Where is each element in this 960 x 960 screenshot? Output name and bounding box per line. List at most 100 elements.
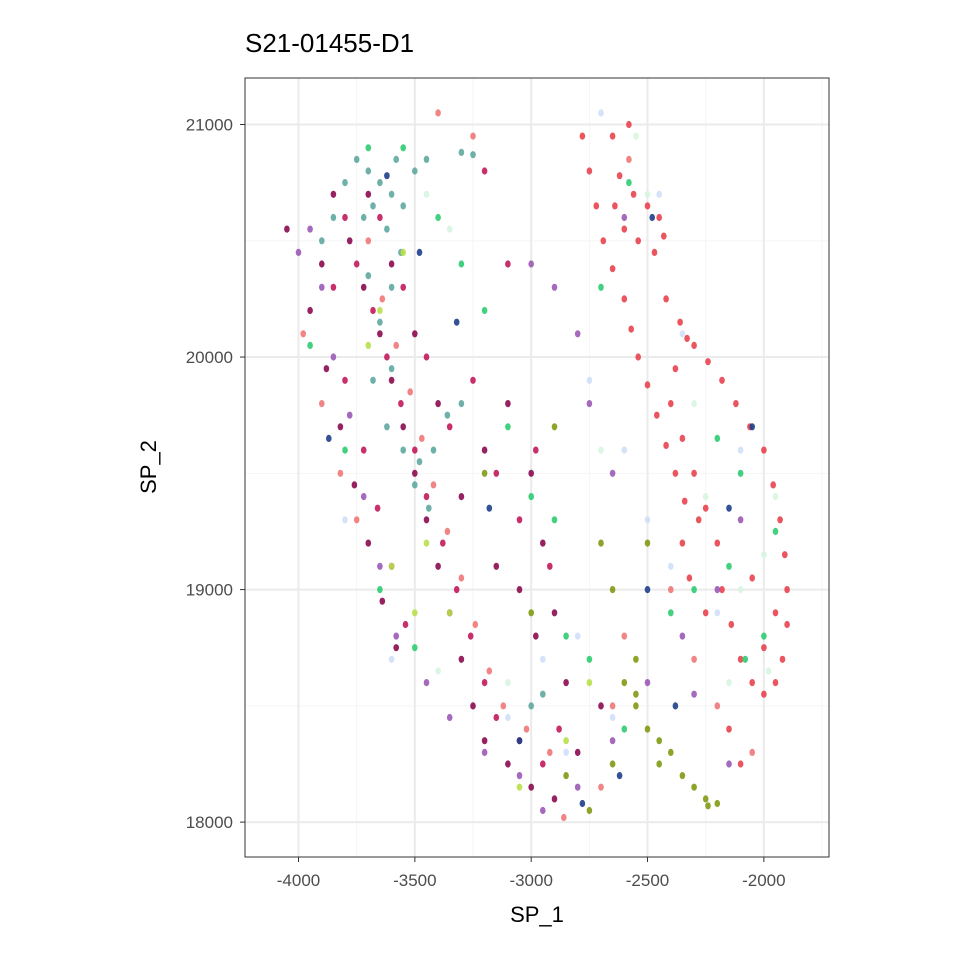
data-point — [679, 330, 686, 338]
data-point — [695, 516, 702, 524]
data-point — [528, 469, 534, 477]
data-point — [384, 225, 390, 233]
data-point — [342, 213, 348, 222]
data-point — [446, 609, 453, 617]
data-point — [593, 202, 600, 210]
data-point — [726, 725, 732, 733]
data-point — [719, 376, 725, 384]
data-point — [398, 400, 404, 408]
x-axis-title: SP_1 — [510, 902, 564, 927]
data-point — [505, 713, 511, 722]
data-point — [388, 283, 395, 291]
data-point — [579, 799, 586, 808]
data-point — [691, 469, 697, 477]
data-points — [284, 109, 790, 822]
data-point — [337, 423, 344, 431]
data-point — [467, 632, 474, 640]
data-point — [626, 155, 632, 163]
data-point — [551, 283, 558, 291]
data-point — [616, 772, 623, 780]
data-point — [435, 213, 441, 222]
data-point — [360, 493, 367, 501]
data-point — [677, 318, 683, 326]
data-point — [379, 597, 386, 605]
data-point — [412, 469, 418, 477]
data-point — [656, 190, 662, 198]
data-point — [295, 248, 302, 256]
data-point — [458, 260, 465, 268]
x-tick-label: -2500 — [626, 871, 669, 890]
data-point — [714, 434, 721, 442]
data-point — [342, 446, 348, 454]
data-point — [365, 272, 372, 280]
data-point — [516, 586, 523, 594]
data-point — [668, 748, 674, 757]
data-point — [547, 562, 553, 570]
data-point — [628, 325, 634, 333]
data-point — [600, 237, 607, 245]
data-point — [598, 283, 604, 291]
data-point — [691, 586, 697, 594]
data-point — [388, 655, 395, 663]
data-point — [307, 341, 313, 349]
data-point — [563, 737, 569, 745]
data-point — [705, 802, 711, 810]
data-point — [714, 609, 721, 617]
data-point — [412, 446, 418, 454]
data-point — [353, 155, 360, 163]
data-point — [365, 539, 372, 547]
data-point — [644, 190, 651, 198]
data-point — [586, 806, 593, 815]
data-point — [365, 190, 372, 198]
data-point — [481, 679, 488, 687]
data-point — [470, 376, 476, 384]
data-point — [374, 504, 381, 512]
data-point — [540, 690, 546, 698]
data-point — [714, 702, 721, 710]
data-point — [493, 713, 500, 722]
data-point — [493, 562, 500, 570]
data-point — [761, 690, 767, 698]
data-point — [574, 783, 581, 791]
data-point — [323, 365, 330, 373]
grid-lines — [245, 78, 829, 857]
data-point — [346, 411, 353, 419]
data-point — [486, 667, 493, 675]
data-point — [423, 516, 430, 524]
data-point — [412, 167, 418, 175]
data-point — [749, 423, 755, 431]
chart-title: S21-01455-D1 — [245, 28, 414, 58]
data-point — [423, 539, 430, 547]
data-point — [586, 679, 593, 687]
data-point — [384, 353, 390, 361]
panel-border — [244, 77, 830, 858]
data-point — [635, 237, 641, 245]
data-point — [633, 132, 639, 140]
data-point — [540, 760, 546, 768]
data-point — [470, 702, 476, 710]
y-tick-label: 18000 — [186, 813, 233, 832]
data-point — [749, 574, 755, 582]
data-point — [633, 702, 639, 710]
data-point — [426, 504, 432, 512]
data-point — [714, 539, 721, 547]
data-point — [360, 446, 367, 454]
data-point — [423, 155, 430, 163]
data-point — [679, 772, 686, 780]
data-point — [644, 679, 651, 687]
data-point — [684, 334, 690, 342]
data-point — [609, 469, 616, 477]
data-point — [446, 423, 453, 431]
data-point — [616, 172, 623, 180]
y-tick-label: 21000 — [186, 116, 233, 135]
data-point — [598, 446, 604, 454]
data-point — [672, 365, 679, 373]
data-point — [365, 341, 372, 349]
data-point — [612, 202, 618, 210]
data-point — [656, 760, 662, 768]
data-point — [551, 516, 558, 524]
data-point — [528, 260, 534, 268]
data-point — [737, 586, 744, 594]
data-point — [505, 260, 511, 268]
data-point — [728, 620, 735, 629]
